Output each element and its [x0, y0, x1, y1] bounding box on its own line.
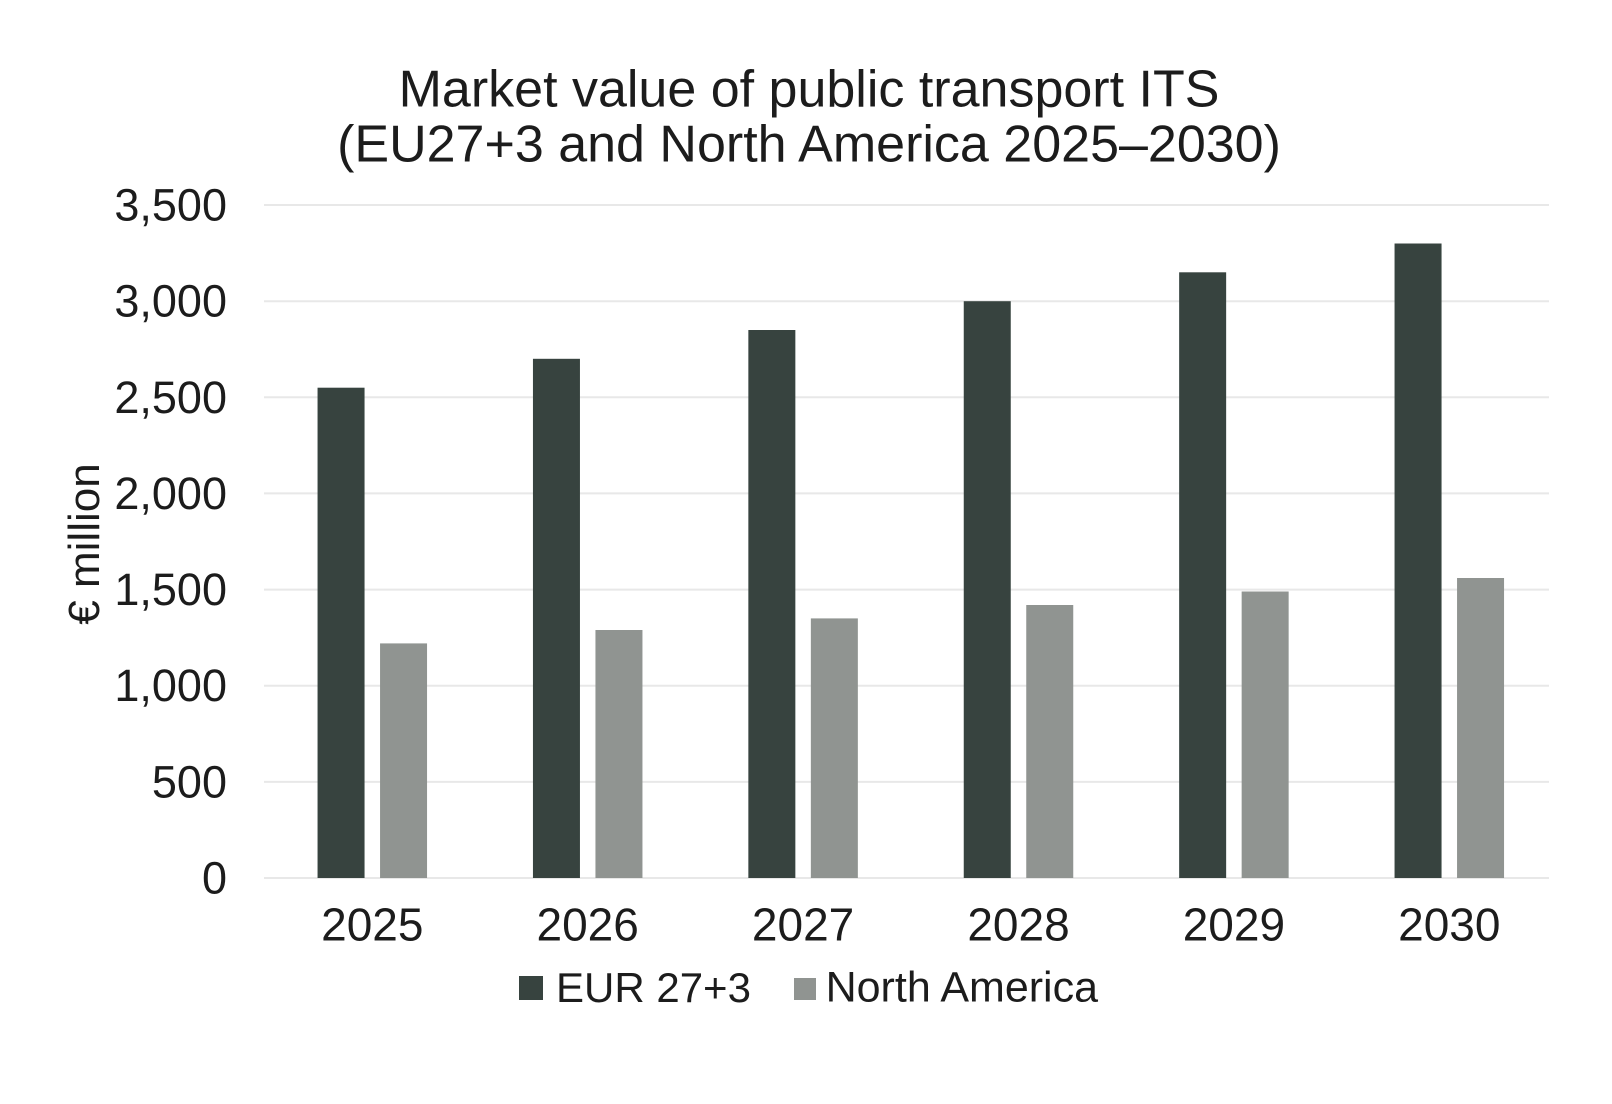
svg-text:0: 0: [202, 853, 227, 904]
svg-text:EUR 27+3: EUR 27+3: [556, 964, 751, 1011]
svg-text:2030: 2030: [1398, 899, 1500, 951]
svg-text:€ million: € million: [60, 463, 109, 624]
svg-text:(EU27+3 and North America 2025: (EU27+3 and North America 2025–2030): [337, 116, 1281, 174]
svg-text:2025: 2025: [321, 899, 423, 951]
svg-text:2029: 2029: [1183, 899, 1285, 951]
svg-text:North America: North America: [826, 964, 1099, 1012]
svg-text:2027: 2027: [752, 899, 854, 951]
svg-text:2026: 2026: [537, 899, 639, 951]
svg-text:2,000: 2,000: [114, 468, 227, 519]
svg-text:3,500: 3,500: [114, 180, 227, 231]
svg-text:Market value of public transpo: Market value of public transport ITS: [399, 61, 1220, 119]
svg-text:500: 500: [152, 756, 227, 807]
svg-text:3,000: 3,000: [114, 276, 227, 327]
svg-text:1,000: 1,000: [114, 660, 227, 711]
svg-text:2,500: 2,500: [114, 372, 227, 423]
svg-text:1,500: 1,500: [114, 564, 227, 615]
svg-text:2028: 2028: [967, 899, 1069, 951]
